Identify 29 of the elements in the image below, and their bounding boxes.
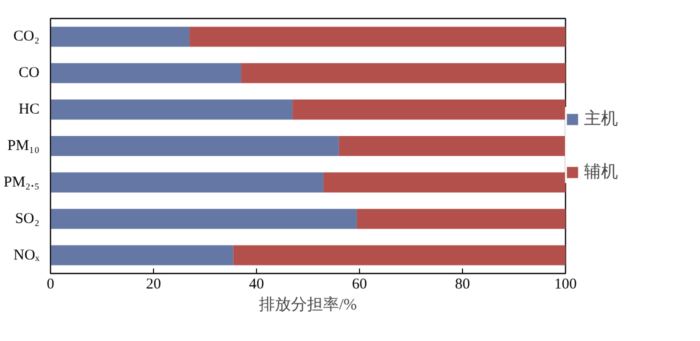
- bar: [356, 208, 566, 229]
- y-tick-label: PM₂.₅: [4, 174, 40, 190]
- bar: [50, 172, 324, 192]
- bar: [241, 63, 566, 84]
- x-tick-label: 80: [455, 276, 470, 292]
- bar: [190, 26, 566, 47]
- bar: [233, 245, 566, 266]
- x-tick-label: 60: [352, 276, 367, 292]
- y-tick-label: SO₂: [15, 210, 40, 227]
- y-tick-label: CO₂: [13, 28, 40, 45]
- legend-label: 主机: [584, 108, 618, 130]
- x-tick-label: 0: [46, 276, 54, 292]
- bar: [338, 136, 566, 156]
- bar: [50, 26, 190, 47]
- y-tick-label: PM₁₀: [7, 138, 40, 154]
- x-tick-label: 20: [146, 276, 161, 292]
- bar: [50, 100, 293, 120]
- bar: [50, 136, 339, 156]
- x-tick-label: 40: [249, 276, 264, 292]
- bar: [292, 100, 566, 120]
- bar: [50, 245, 234, 266]
- bar: [50, 63, 242, 84]
- y-tick-label: NOₓ: [13, 247, 40, 264]
- x-axis-title: 排放分担率/%: [259, 296, 357, 314]
- y-tick-label: HC: [18, 102, 40, 118]
- bar: [50, 208, 357, 229]
- x-tick-label: 100: [554, 276, 577, 292]
- legend-label: 辅机: [584, 161, 618, 183]
- y-tick-label: CO: [18, 65, 40, 82]
